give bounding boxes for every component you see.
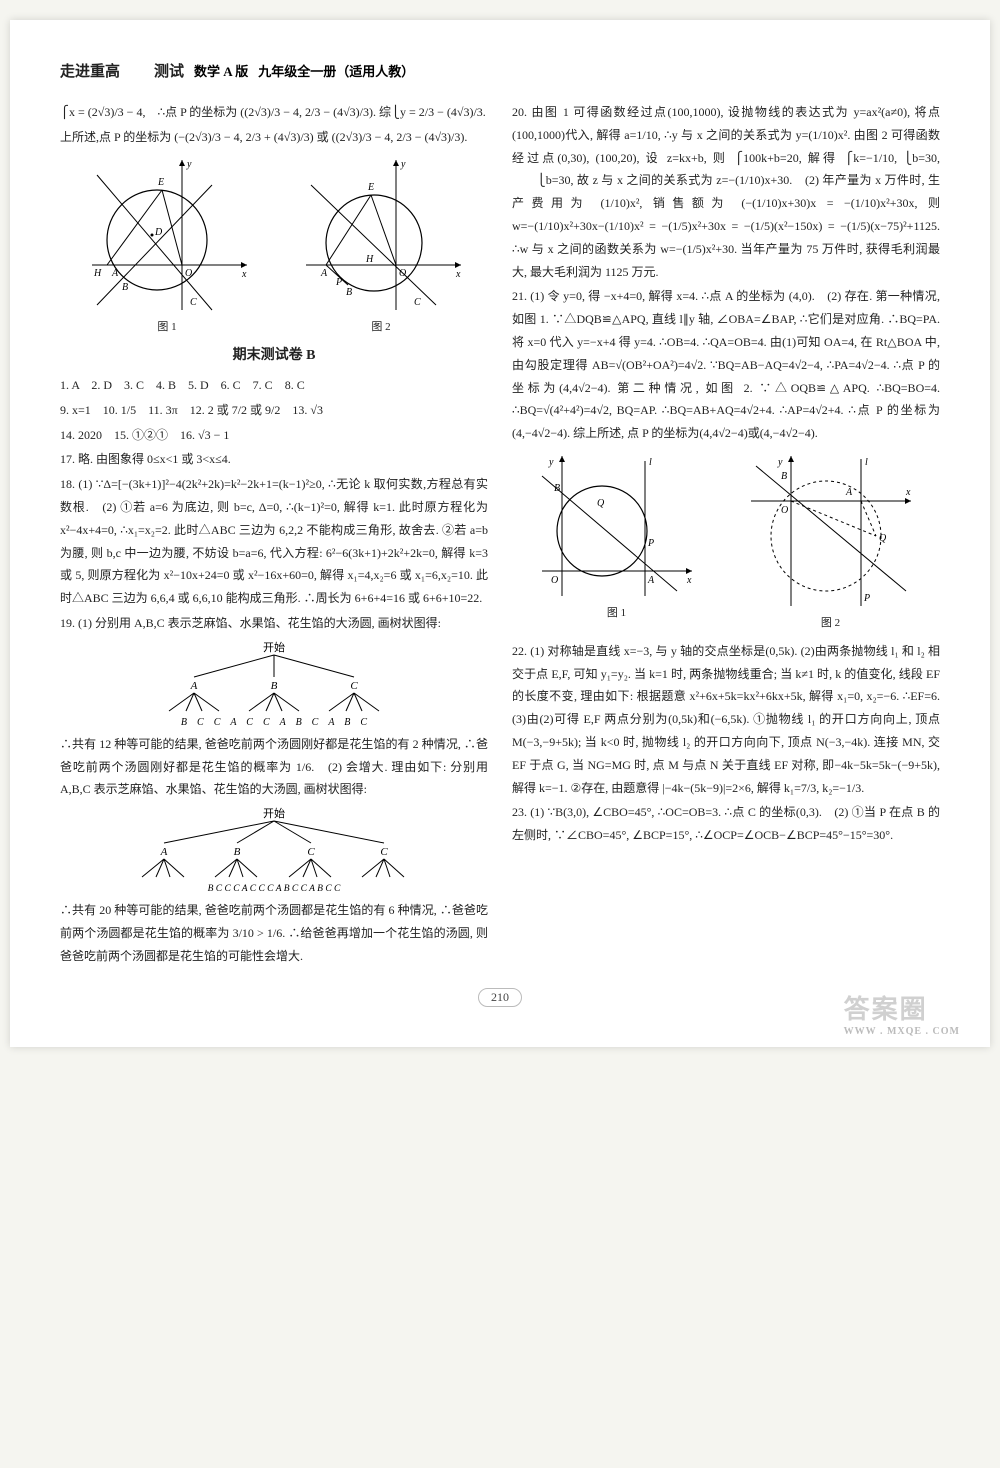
svg-text:H: H	[93, 268, 102, 279]
page-number-value: 210	[478, 988, 522, 1007]
svg-text:B: B	[234, 846, 241, 858]
svg-text:l: l	[649, 457, 652, 468]
right-diagram-row: x y O B Q P A l 图 1	[512, 451, 940, 634]
test-label: 测试	[154, 64, 184, 80]
svg-text:Q: Q	[597, 498, 605, 509]
right-column: 20. 由图 1 可得函数经过点(100,1000), 设抛物线的表达式为 y=…	[512, 101, 940, 970]
answers-3: 14. 2020 15. ①②① 16. √3 − 1	[60, 424, 488, 447]
fig2-caption: 图 2	[296, 317, 466, 338]
svg-text:C: C	[307, 846, 315, 858]
grade: 九年级全一册（适用人教）	[258, 64, 414, 79]
tree1-start: 开始	[263, 640, 285, 654]
svg-text:x: x	[241, 269, 247, 280]
watermark-main: 答案圈	[844, 995, 928, 1024]
content-columns: ⎧x = (2√3)/3 − 4, ∴点 P 的坐标为 ((2√3)/3 − 4…	[60, 101, 940, 970]
q19a: 19. (1) 分别用 A,B,C 表示芝麻馅、水果馅、花生馅的大汤圆, 画树状…	[60, 612, 488, 635]
svg-text:A: A	[647, 575, 655, 586]
svg-text:开始: 开始	[263, 806, 285, 820]
svg-text:B: B	[122, 282, 128, 293]
left-column: ⎧x = (2√3)/3 − 4, ∴点 P 的坐标为 ((2√3)/3 − 4…	[60, 101, 488, 970]
right-fig2-caption: 图 2	[746, 613, 916, 634]
left-para-1: ⎧x = (2√3)/3 − 4, ∴点 P 的坐标为 ((2√3)/3 − 4…	[60, 101, 488, 124]
svg-text:E: E	[367, 182, 374, 193]
fig1-caption: 图 1	[82, 317, 252, 338]
q17: 17. 略. 由图象得 0≤x<1 或 3<x≤4.	[60, 448, 488, 471]
svg-text:B: B	[781, 471, 787, 482]
svg-text:P: P	[647, 538, 654, 549]
svg-text:O: O	[551, 575, 558, 586]
svg-text:C: C	[190, 297, 197, 308]
q23: 23. (1) ∵B(3,0), ∠CBO=45°, ∴OC=OB=3. ∴点 …	[512, 801, 940, 847]
answers-1: 1. A 2. D 3. C 4. B 5. D 6. C 7. C 8. C	[60, 374, 488, 397]
q21: 21. (1) 令 y=0, 得 −x+4=0, 解得 x=4. ∴点 A 的坐…	[512, 285, 940, 445]
brand: 走进重高	[60, 64, 120, 80]
svg-text:O: O	[781, 505, 788, 516]
svg-text:P: P	[335, 277, 342, 288]
svg-text:H: H	[365, 254, 374, 265]
svg-text:x: x	[905, 487, 911, 498]
page-header: 走进重高 测试 数学 A 版 九年级全一册（适用人教）	[60, 60, 940, 81]
svg-text:A: A	[845, 487, 853, 498]
svg-text:A: A	[320, 268, 328, 279]
left-diagram-row: x y O E D H A	[60, 155, 488, 338]
svg-text:A: A	[111, 268, 119, 279]
right-fig1: x y O B Q P A l 图 1	[537, 451, 697, 634]
svg-text:C: C	[380, 846, 388, 858]
svg-text:Q: Q	[879, 533, 887, 544]
watermark-sub: WWW . MXQE . COM	[844, 1026, 960, 1037]
q19b: ∴共有 12 种等可能的结果, 爸爸吃前两个汤圆刚好都是花生馅的有 2 种情况,…	[60, 733, 488, 801]
left-para-2: 上所述,点 P 的坐标为 (−(2√3)/3 − 4, 2/3 + (4√3)/…	[60, 126, 488, 149]
tree-diagram-1: 开始 A B C B C C A C C A B C A B C	[60, 639, 488, 729]
right-fig2: x y B O A Q P l	[746, 451, 916, 634]
svg-text:A: A	[190, 680, 198, 692]
right-fig1-caption: 图 1	[537, 603, 697, 624]
svg-text:O: O	[185, 268, 192, 279]
q20: 20. 由图 1 可得函数经过点(100,1000), 设抛物线的表达式为 y=…	[512, 101, 940, 283]
svg-text:B C C C A C C C A B C C A B C: B C C C A C C C A B C C A B C C	[208, 884, 341, 894]
svg-text:B: B	[346, 287, 352, 298]
svg-text:B: B	[554, 483, 560, 494]
exam-title: 期末测试卷 B	[60, 343, 488, 370]
tree-diagram-2: 开始 A B C C B C C C A C C C A B C	[60, 805, 488, 895]
svg-text:x: x	[686, 575, 692, 586]
watermark: 答案圈 WWW . MXQE . COM	[844, 989, 960, 1037]
svg-text:y: y	[777, 457, 783, 468]
answers-2: 9. x=1 10. 1/5 11. 3π 12. 2 或 7/2 或 9/2 …	[60, 399, 488, 422]
svg-text:C: C	[414, 297, 421, 308]
subject: 数学 A 版	[194, 64, 248, 79]
tree1-leaves: B C C A C C A B C A B C	[181, 717, 367, 728]
diagram-fig2: x y O E A H P B	[296, 155, 466, 338]
svg-text:D: D	[154, 227, 163, 238]
page: 走进重高 测试 数学 A 版 九年级全一册（适用人教） ⎧x = (2√3)/3…	[10, 20, 990, 1047]
svg-text:E: E	[157, 177, 164, 188]
svg-text:l: l	[865, 457, 868, 468]
svg-text:C: C	[350, 680, 358, 692]
svg-text:A: A	[160, 846, 168, 858]
svg-text:y: y	[548, 457, 554, 468]
svg-text:P: P	[863, 593, 870, 604]
q18: 18. (1) ∵Δ=[−(3k+1)]²−4(2k²+2k)=k²−2k+1=…	[60, 473, 488, 610]
svg-text:y: y	[400, 159, 406, 170]
q19c: ∴共有 20 种等可能的结果, 爸爸吃前两个汤圆都是花生馅的有 6 种情况, ∴…	[60, 899, 488, 967]
diagram-fig1: x y O E D H A	[82, 155, 252, 338]
svg-text:y: y	[186, 159, 192, 170]
svg-text:B: B	[271, 680, 278, 692]
q22: 22. (1) 对称轴是直线 x=−3, 与 y 轴的交点坐标是(0,5k). …	[512, 640, 940, 800]
svg-text:x: x	[455, 269, 461, 280]
page-number: 210	[60, 988, 940, 1007]
